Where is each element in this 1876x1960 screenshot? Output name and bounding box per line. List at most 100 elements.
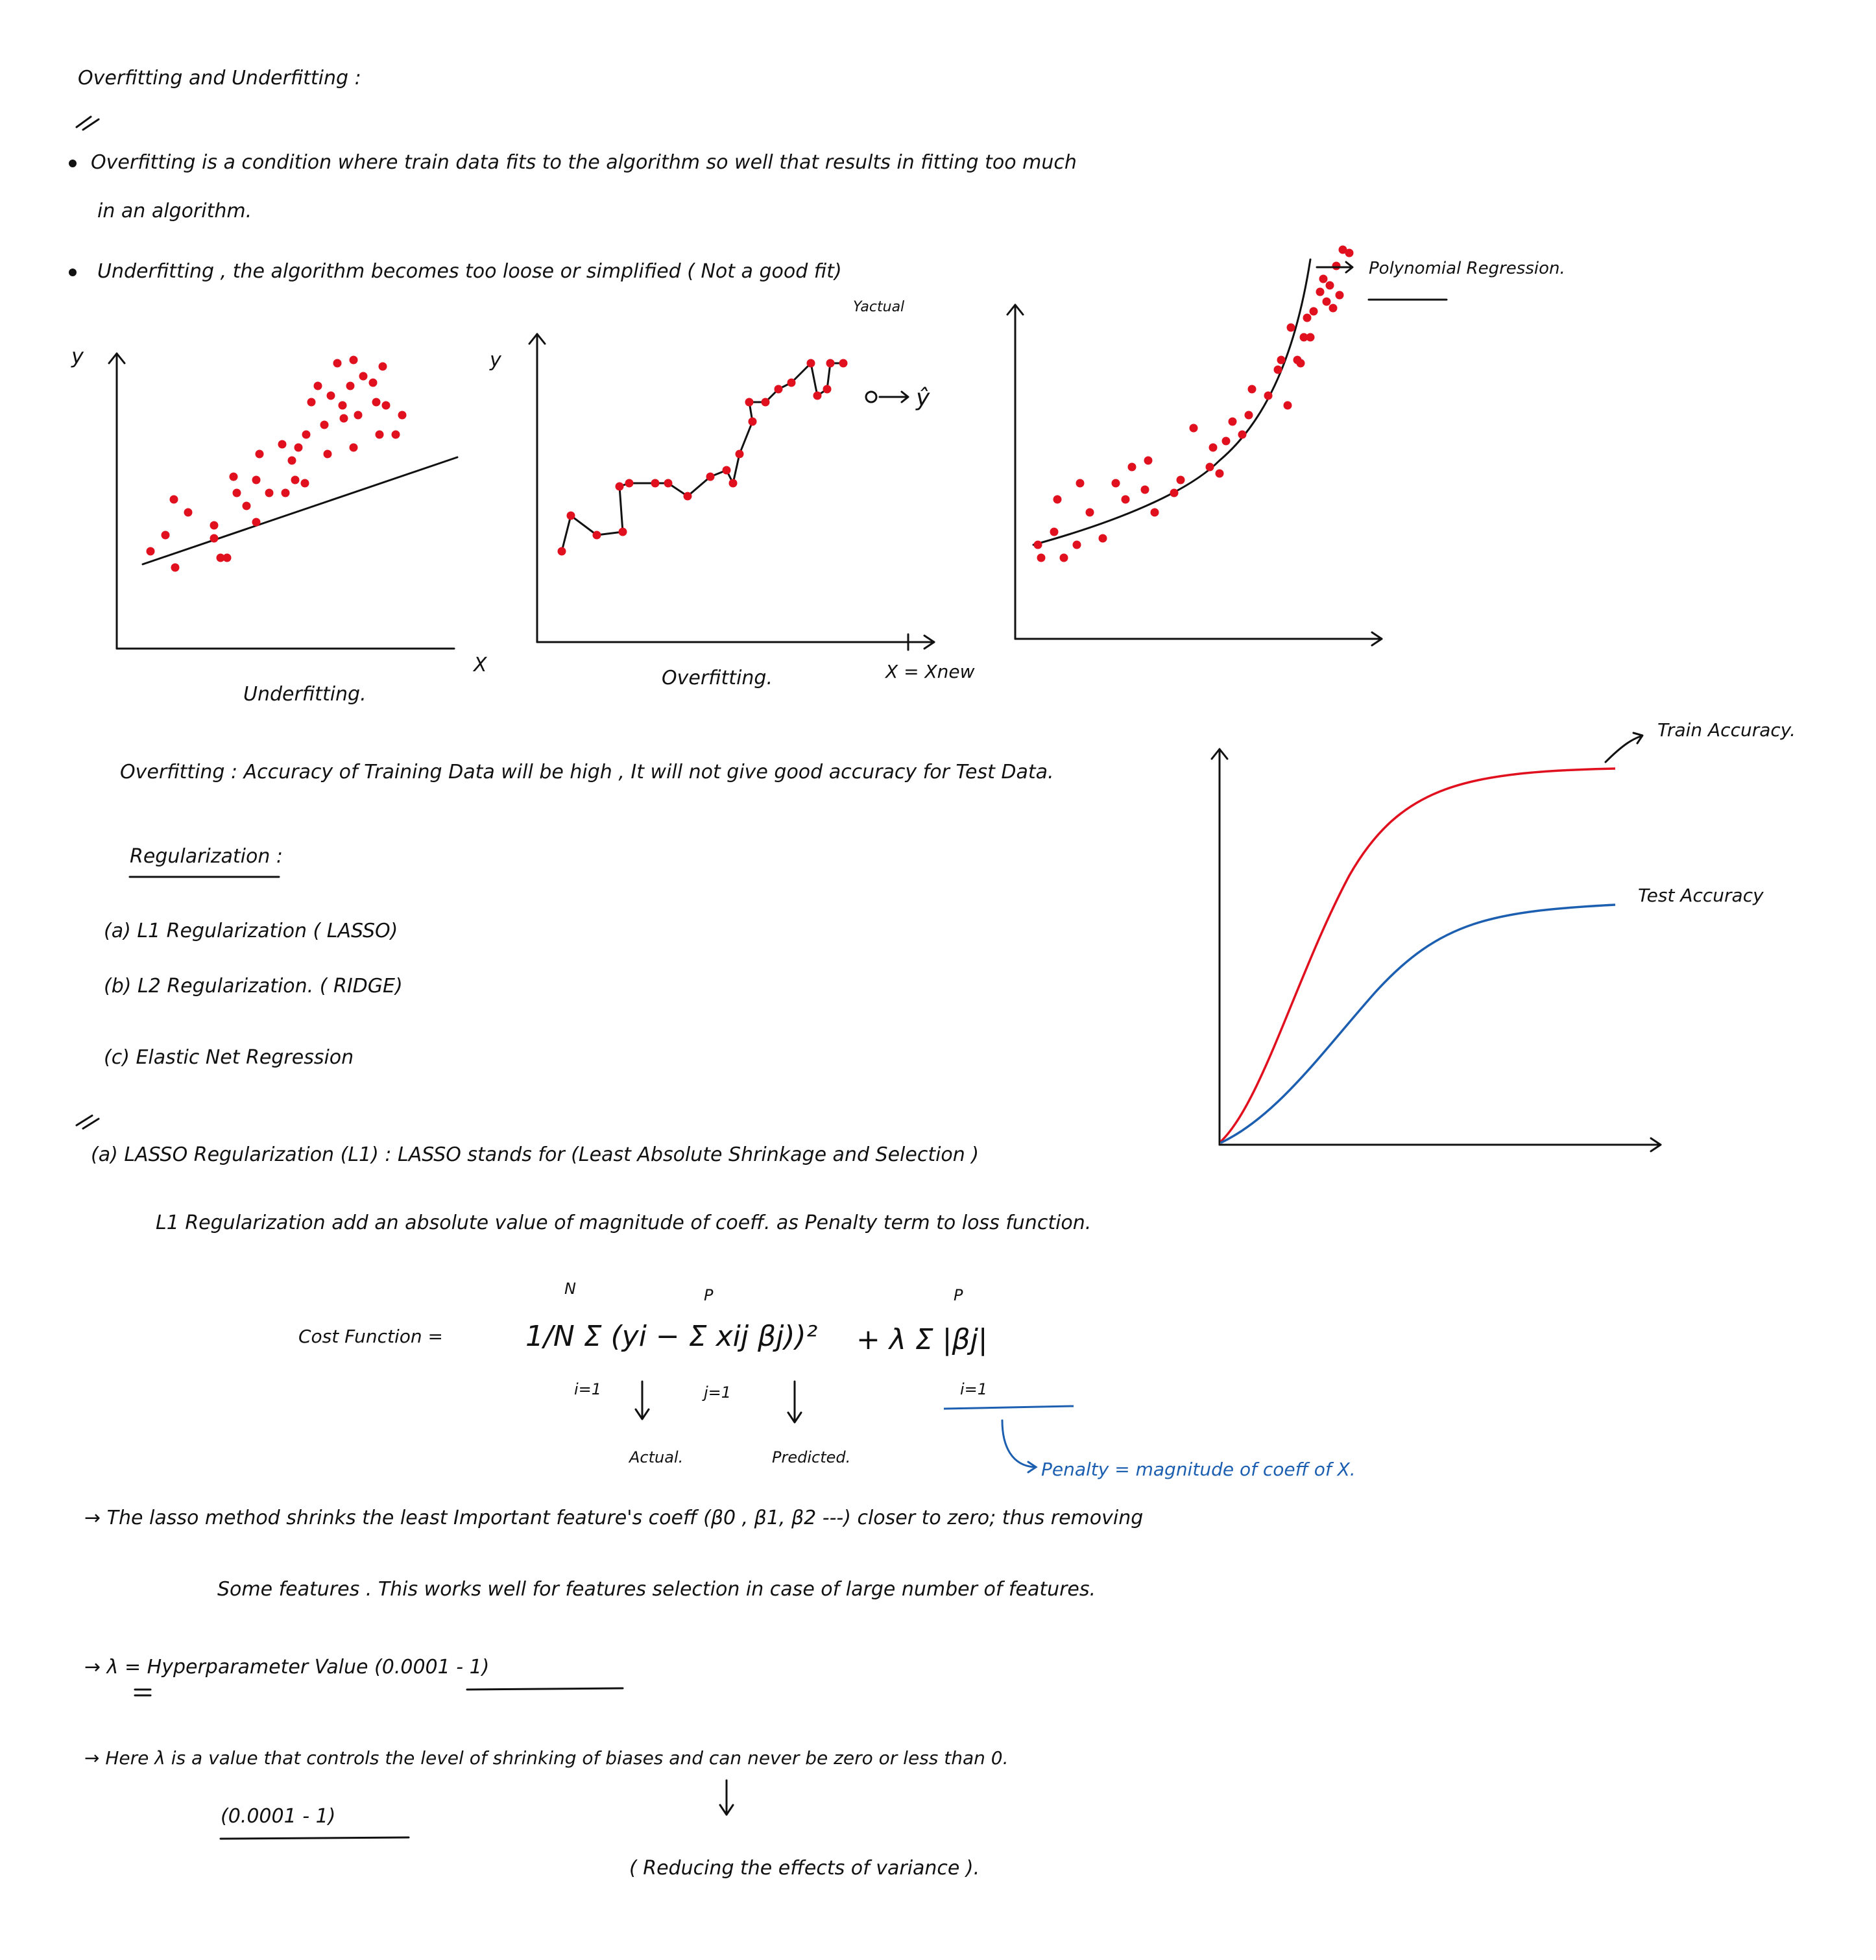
scatter-point (378, 362, 387, 371)
scatter-point (735, 449, 744, 459)
scatter-point (1303, 313, 1312, 322)
scatter-point (265, 488, 274, 497)
scatter-point (346, 381, 355, 390)
scatter-point (1050, 527, 1059, 536)
scatter-point (368, 378, 378, 387)
arrow-down-icon (634, 1380, 650, 1420)
scatter-point (281, 488, 290, 497)
scatter-point (1072, 540, 1081, 549)
arrow-down-icon (719, 1779, 734, 1816)
scatter-point (1053, 495, 1062, 504)
accuracy-chart: Train Accuracy. Test Accuracy (1210, 719, 1796, 1153)
scatter-point (1098, 534, 1107, 543)
scatter-point (307, 398, 316, 407)
regularization-item-a: (a) L1 Regularization ( LASSO) (104, 920, 398, 942)
scatter-point (398, 411, 407, 420)
scatter-point (1299, 333, 1308, 342)
scatter-point (1205, 462, 1214, 472)
check-mark-icon (75, 115, 100, 131)
scatter-point (1150, 508, 1159, 517)
def-overfitting: Overfitting is a condition where train d… (91, 151, 1077, 174)
scatter-point (222, 553, 232, 562)
scatter-point (210, 521, 219, 530)
arrow-right-icon (1371, 631, 1383, 647)
cost-formula: 1/N Σ (yi − Σ xij βj))² (525, 1320, 817, 1353)
x-new-label: X = Xnew (884, 661, 975, 682)
underline (466, 1687, 624, 1691)
fit-line (141, 456, 459, 566)
scatter-point (557, 547, 566, 556)
scatter-point (1127, 462, 1136, 472)
scatter-point (1306, 333, 1315, 342)
regularization-item-b: (b) L2 Regularization. ( RIDGE) (104, 975, 403, 998)
scatter-point (391, 430, 400, 439)
scatter-point (1309, 307, 1318, 316)
arrow-icon (1604, 732, 1644, 763)
scatter-point (381, 401, 391, 410)
scatter-point (1085, 508, 1094, 517)
scatter-point (302, 430, 311, 439)
sum-upper-p: P (704, 1286, 714, 1304)
arrow-up-icon (108, 352, 126, 365)
predicted-label: Predicted. (772, 1448, 850, 1466)
train-accuracy-label: Train Accuracy. (1657, 719, 1796, 741)
scatter-point (1316, 287, 1325, 296)
scatter-point (375, 430, 384, 439)
scatter-point (826, 359, 835, 368)
arrow-right-icon (878, 390, 909, 403)
actual-label: Actual. (628, 1448, 683, 1466)
note-variance: ( Reducing the effects of variance ). (629, 1857, 980, 1880)
arrow-icon (1001, 1419, 1038, 1474)
scatter-point (1244, 411, 1253, 420)
scatter-point (1238, 430, 1247, 439)
scatter-point (566, 511, 575, 520)
scatter-point (706, 472, 715, 481)
scatter-point (1283, 401, 1292, 410)
scatter-point (1228, 417, 1237, 426)
scatter-point (1247, 385, 1257, 394)
scatter-point (839, 359, 848, 368)
polynomial-curve (1032, 258, 1312, 546)
scatter-point (359, 372, 368, 381)
scatter-point (1111, 479, 1120, 488)
scatter-point (1059, 553, 1068, 562)
penalty-note: Penalty = magnitude of coeff of X. (1041, 1459, 1356, 1480)
arrow-right-icon (1316, 261, 1354, 274)
scatter-point (748, 417, 757, 426)
scatter-point (1144, 456, 1153, 465)
x-axis-label: X (472, 654, 488, 676)
scatter-point (372, 398, 381, 407)
scatter-point (300, 479, 309, 488)
scatter-point (242, 501, 251, 510)
scatter-point (1329, 304, 1338, 313)
scatter-point (313, 381, 322, 390)
scatter-point (651, 479, 660, 488)
scatter-point (339, 414, 348, 423)
scatter-points (146, 355, 407, 572)
y-actual-label: Yactual (853, 299, 904, 315)
scatter-point (333, 359, 342, 368)
scatter-point (1273, 365, 1282, 374)
scatter-point (278, 440, 287, 449)
note-lambda-controls: → Here λ is a value that controls the le… (84, 1747, 1009, 1769)
scatter-point (1076, 479, 1085, 488)
poly-label: Polynomial Regression. (1369, 259, 1565, 278)
underline (219, 1836, 410, 1840)
scatter-point (615, 482, 624, 491)
scatter-point (683, 492, 692, 501)
scatter-point (1335, 291, 1344, 300)
scatter-point (291, 475, 300, 484)
scatter-point (354, 411, 363, 420)
scatter-point (728, 479, 738, 488)
poly-plot: Polynomial Regression. (1006, 245, 1565, 647)
scatter-point (1325, 281, 1334, 290)
arrow-up-icon (1006, 304, 1024, 316)
scatter-points (1033, 245, 1354, 562)
scatter-point (813, 391, 822, 400)
sum-lower-j: j=1 (702, 1383, 731, 1402)
scatter-point (252, 475, 261, 484)
overfit-plot: y Yactual ŷ Overfitting. X = Xnew (489, 299, 975, 689)
scatter-point (1322, 297, 1331, 306)
scatter-point (349, 355, 358, 365)
